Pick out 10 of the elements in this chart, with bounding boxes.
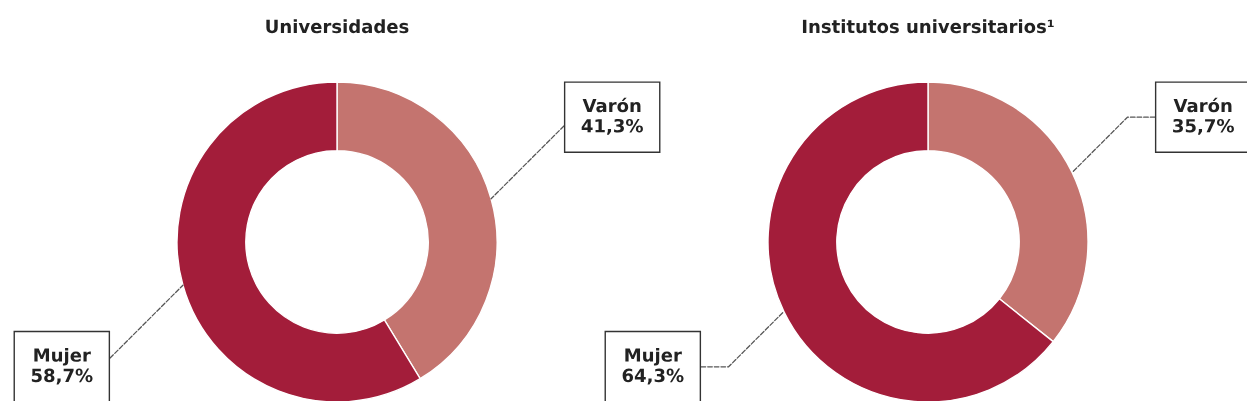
- slice-label: Mujer: [625, 347, 682, 366]
- data-label: 35,7%: [1173, 118, 1234, 135]
- chart-title: Universidades: [266, 19, 409, 34]
- slice-label: Varón: [1173, 97, 1232, 113]
- slice-label: Mujer: [34, 347, 91, 366]
- slice-label: Varón: [582, 97, 641, 113]
- data-label: 64,3%: [622, 368, 684, 385]
- data-label: 58,7%: [31, 368, 93, 385]
- chart-title: Institutos universitarios¹: [802, 19, 1054, 34]
- data-label: 41,3%: [581, 118, 643, 135]
